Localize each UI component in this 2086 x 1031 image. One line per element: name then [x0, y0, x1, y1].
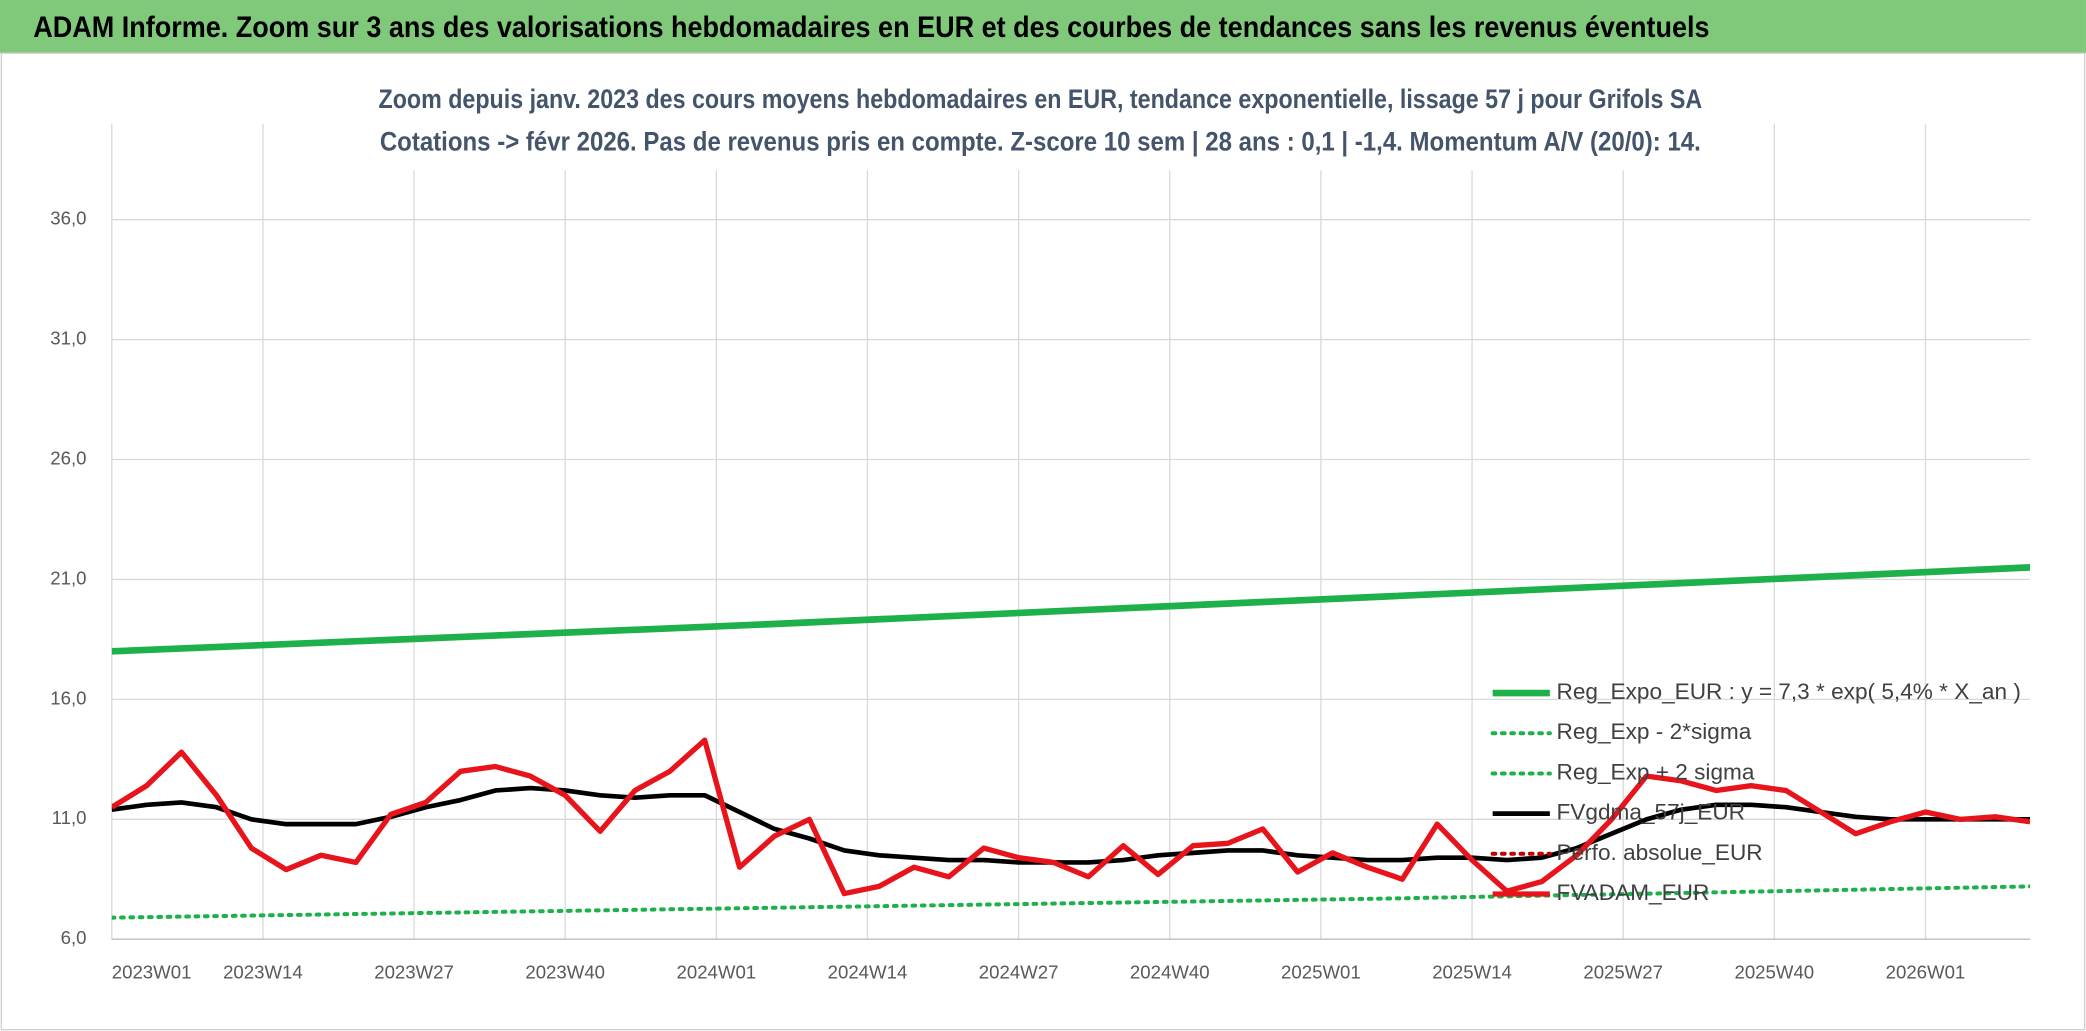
- x-tick-label: 2026W01: [1886, 962, 1966, 983]
- series-line: [111, 884, 2031, 920]
- legend-label: FVADAM_EUR: [1557, 880, 1710, 905]
- chart-frame: [0, 52, 2086, 1031]
- subtitle: Zoom depuis janv. 2023 des cours moyens …: [379, 84, 1703, 114]
- x-tick-label: 2025W01: [1281, 962, 1361, 983]
- subtitle: Cotations -> févr 2026. Pas de revenus p…: [380, 127, 1701, 157]
- series-line: [111, 785, 2031, 865]
- x-tick-label: 2025W40: [1734, 962, 1814, 983]
- legend-label: Reg_Exp + 2 sigma: [1557, 759, 1755, 784]
- x-tick-label: 2023W01: [112, 962, 192, 983]
- chart-title: ADAM Informe. Zoom sur 3 ans des valoris…: [33, 12, 1709, 44]
- y-tick-label: 36,0: [50, 208, 86, 229]
- legend: Reg_Expo_EUR : y = 7,3 * exp( 5,4% * X_a…: [1490, 679, 2021, 905]
- x-tick-label: 2024W27: [979, 962, 1059, 983]
- y-tick-label: 31,0: [50, 328, 86, 349]
- series-line: [111, 737, 2031, 897]
- y-tick-label: 11,0: [52, 807, 87, 828]
- x-tick-label: 2025W27: [1583, 962, 1663, 983]
- title-bar: [0, 0, 2086, 54]
- plot: [111, 564, 2031, 920]
- y-tick-label: 21,0: [50, 567, 86, 588]
- y-tick-label: 16,0: [50, 687, 86, 708]
- series-line: [111, 564, 2031, 655]
- x-tick-label: 2025W14: [1432, 962, 1512, 983]
- y-tick-label: 26,0: [50, 447, 86, 468]
- x-tick-label: 2023W14: [223, 962, 303, 983]
- x-tick-label: 2024W40: [1130, 962, 1210, 983]
- subtitle-box: [367, 77, 1717, 171]
- grid: 6,0 11,0 16,0 21,0 26,0 31,0 36,0 2023W01 2023W1…: [50, 123, 2031, 983]
- x-tick-label: 2023W40: [525, 962, 605, 983]
- x-tick-label: 2024W14: [828, 962, 908, 983]
- legend-label: Reg_Expo_EUR : y = 7,3 * exp( 5,4% * X_a…: [1557, 679, 2021, 704]
- x-tick-label: 2023W27: [374, 962, 454, 983]
- y-tick-label: 6,0: [61, 927, 87, 948]
- legend-label: FVgdma_57j_EUR: [1557, 800, 1746, 825]
- legend-label: Perfo. absolue_EUR: [1557, 840, 1763, 865]
- legend-label: Reg_Exp - 2*sigma: [1557, 719, 1752, 744]
- x-tick-label: 2024W01: [677, 962, 757, 983]
